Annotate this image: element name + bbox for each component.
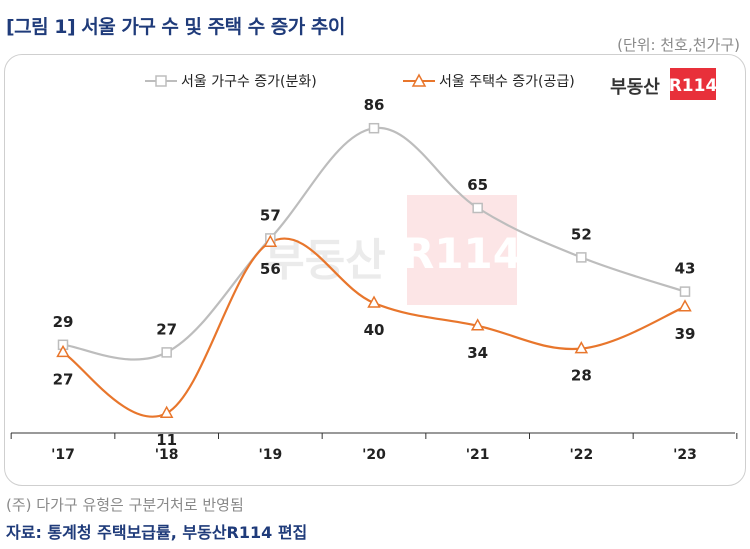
series2-point bbox=[263, 234, 278, 247]
watermark: 부동산 R114 bbox=[264, 195, 522, 305]
logo-r114: R114 bbox=[669, 76, 718, 96]
legend-label-series2: 서울 주택수 증가(공급) bbox=[439, 74, 575, 90]
data-label-series1: 29 bbox=[53, 313, 74, 331]
data-label-series1: 86 bbox=[364, 96, 385, 114]
x-tick-label: '21 bbox=[466, 447, 490, 463]
watermark-box bbox=[407, 195, 517, 305]
data-label-series2: 56 bbox=[260, 260, 281, 278]
footnote: (주) 다가구 유형은 구분거처로 반영됨 bbox=[6, 496, 244, 514]
legend: 서울 가구수 증가(분화) 서울 주택수 증가(공급) bbox=[145, 73, 575, 90]
legend-square-icon bbox=[155, 75, 167, 87]
watermark-text: 부동산 bbox=[264, 235, 385, 286]
series2-point bbox=[159, 405, 174, 418]
data-label-series2: 28 bbox=[571, 367, 592, 385]
series2-point bbox=[678, 299, 692, 312]
x-tick-label: '22 bbox=[569, 447, 593, 463]
series2-point bbox=[56, 344, 70, 358]
data-label-series1: 57 bbox=[260, 206, 281, 224]
series1-point bbox=[368, 122, 380, 134]
legend-label-series1: 서울 가구수 증가(분화) bbox=[181, 74, 317, 90]
data-label-series1: 65 bbox=[467, 176, 488, 194]
series2-point bbox=[574, 341, 589, 354]
data-label-series2: 40 bbox=[364, 321, 385, 339]
x-axis-ticks bbox=[10, 433, 738, 439]
x-axis-labels: '17 '18 '19 '20 '21 '22 '23 bbox=[51, 447, 697, 463]
x-tick-label: '17 bbox=[51, 447, 75, 463]
data-label-series1: 52 bbox=[571, 225, 592, 243]
chart-frame: 부동산 R114 서울 가구수 증가(분화) 서울 주택수 증가(공급) 부동산… bbox=[4, 54, 746, 486]
series1-point bbox=[679, 286, 691, 297]
data-label-series1: 43 bbox=[675, 260, 696, 278]
logo-box bbox=[670, 68, 716, 100]
x-tick-label: '19 bbox=[258, 447, 282, 463]
series-layer bbox=[56, 122, 692, 418]
data-label-series2: 39 bbox=[675, 325, 696, 343]
series1-point bbox=[472, 202, 483, 214]
unit-label: (단위: 천호,천가구) bbox=[617, 36, 740, 54]
data-label-series2: 11 bbox=[156, 431, 177, 449]
series2-point bbox=[470, 318, 485, 331]
series1-point bbox=[576, 252, 587, 263]
logo: 부동산 R114 bbox=[610, 68, 717, 100]
figure-title: [그림 1] 서울 가구 수 및 주택 수 증가 추이 bbox=[6, 16, 345, 38]
x-tick-label: '18 bbox=[155, 447, 179, 463]
data-label-series2: 34 bbox=[467, 344, 488, 362]
series2-point bbox=[367, 295, 381, 308]
watermark-r114: R114 bbox=[402, 229, 522, 278]
legend-triangle-icon bbox=[411, 73, 427, 87]
logo-text: 부동산 bbox=[610, 77, 660, 98]
data-label-series1: 27 bbox=[156, 320, 177, 338]
source-text: 자료: 통계청 주택보급률, 부동산R114 편집 bbox=[6, 523, 308, 542]
data-label-series2: 27 bbox=[53, 370, 74, 388]
series1-point bbox=[161, 347, 172, 358]
line-chart: 부동산 R114 서울 가구수 증가(분화) 서울 주택수 증가(공급) 부동산… bbox=[10, 68, 738, 463]
x-tick-label: '20 bbox=[362, 447, 386, 463]
x-tick-label: '23 bbox=[673, 447, 697, 463]
data-labels: 29 27 57 86 65 52 43 27 11 56 40 34 28 39 bbox=[53, 96, 696, 449]
